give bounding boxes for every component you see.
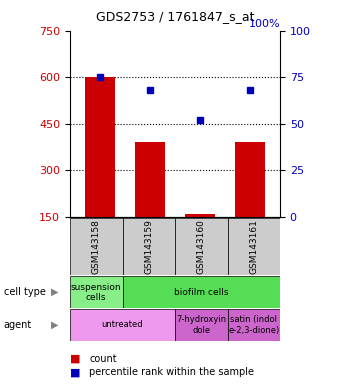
Text: cell type: cell type	[4, 287, 46, 297]
FancyBboxPatch shape	[122, 276, 280, 308]
Text: count: count	[89, 354, 117, 364]
Text: ■: ■	[70, 367, 80, 377]
Text: ▶: ▶	[50, 287, 58, 297]
Text: 7-hydroxyin
dole: 7-hydroxyin dole	[176, 315, 226, 334]
Text: untreated: untreated	[102, 320, 143, 329]
Text: ▶: ▶	[50, 320, 58, 330]
FancyBboxPatch shape	[122, 218, 175, 275]
FancyBboxPatch shape	[228, 218, 280, 275]
Text: suspension
cells: suspension cells	[71, 283, 121, 302]
Text: agent: agent	[4, 320, 32, 330]
Text: ■: ■	[70, 354, 80, 364]
FancyBboxPatch shape	[70, 309, 175, 341]
FancyBboxPatch shape	[175, 218, 228, 275]
Text: GSM143159: GSM143159	[144, 219, 153, 273]
Text: biofilm cells: biofilm cells	[174, 288, 229, 297]
Text: GSM143160: GSM143160	[197, 219, 206, 273]
Bar	[135, 142, 165, 217]
FancyBboxPatch shape	[70, 276, 122, 308]
Bar	[185, 215, 215, 217]
Bar	[235, 142, 265, 217]
Text: GSM143158: GSM143158	[92, 219, 101, 273]
Text: GDS2753 / 1761847_s_at: GDS2753 / 1761847_s_at	[96, 10, 254, 23]
Text: percentile rank within the sample: percentile rank within the sample	[89, 367, 254, 377]
FancyBboxPatch shape	[70, 218, 122, 275]
Bar	[85, 77, 115, 217]
FancyBboxPatch shape	[175, 309, 228, 341]
Text: satin (indol
e-2,3-dione): satin (indol e-2,3-dione)	[228, 315, 279, 334]
FancyBboxPatch shape	[228, 309, 280, 341]
Text: 100%: 100%	[248, 19, 280, 29]
Text: GSM143161: GSM143161	[249, 219, 258, 273]
